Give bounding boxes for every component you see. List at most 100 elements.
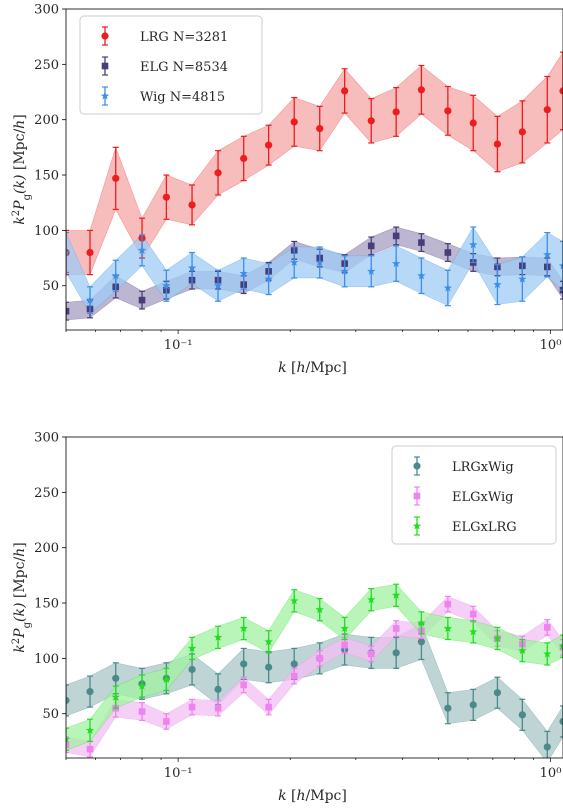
data-point (290, 660, 298, 668)
data-point (86, 248, 94, 257)
y-tick-label: 50 (42, 707, 59, 722)
data-point (469, 701, 477, 709)
data-point (290, 596, 299, 605)
x-tick-label: 10⁻¹ (164, 766, 193, 781)
y-axis-label: k2Pg(k) [Mpc/h] (11, 114, 33, 224)
legend-marker (413, 462, 421, 470)
data-point (66, 696, 70, 705)
data-point (392, 649, 400, 657)
x-ticks: 10⁻¹ 10⁰ (65, 758, 561, 781)
data-point (188, 201, 196, 209)
data-point (112, 174, 120, 182)
data-point (214, 704, 222, 712)
data-point (391, 590, 401, 599)
data-point (213, 281, 223, 290)
y-tick-label: 200 (34, 541, 59, 556)
data-point (518, 128, 526, 136)
data-point (316, 124, 324, 133)
data-point (367, 650, 375, 658)
y-tick-label: 150 (34, 597, 59, 612)
x-ticks: 10⁻¹ 10⁰ (65, 330, 561, 353)
data-point (341, 641, 348, 649)
data-point (367, 266, 376, 275)
data-point (315, 605, 324, 614)
data-point (444, 704, 452, 712)
series-wig (66, 226, 563, 314)
data-point (66, 307, 70, 315)
data-point (66, 741, 70, 749)
y-tick-label: 100 (34, 224, 59, 239)
data-point (86, 687, 94, 696)
data-point (367, 117, 375, 125)
data-point (543, 624, 551, 631)
data-point (469, 240, 478, 249)
data-point (239, 624, 248, 633)
data-point (392, 108, 400, 116)
x-axis-label: k [h/Mpc] (278, 360, 347, 376)
data-point (162, 281, 171, 290)
data-point (290, 118, 298, 126)
data-point (111, 271, 120, 280)
data-point (392, 232, 400, 240)
data-point (443, 283, 453, 292)
data-point (162, 675, 171, 683)
y-tick-label: 200 (34, 113, 59, 128)
data-point (315, 258, 324, 267)
data-point (316, 655, 324, 662)
data-point (518, 274, 527, 283)
data-point (444, 107, 452, 115)
data-point (137, 681, 147, 690)
data-point (111, 692, 120, 701)
legend-label: Wig N=4815 (140, 90, 225, 105)
data-point (493, 689, 502, 697)
legend-marker (412, 521, 422, 530)
data-point (493, 280, 502, 289)
legend-label: ELG N=8534 (140, 60, 228, 75)
axes-frame (65, 436, 563, 759)
data-point (264, 274, 273, 283)
data-point (265, 663, 273, 671)
data-point (340, 266, 349, 275)
data-point (543, 743, 551, 751)
y-tick-label: 300 (34, 3, 59, 18)
data-point (214, 685, 222, 693)
data-point (443, 624, 453, 633)
data-point (518, 646, 527, 655)
data-point (187, 263, 197, 272)
data-point (418, 239, 425, 246)
legend-box (391, 445, 557, 545)
data-point (341, 87, 349, 95)
data-point (240, 681, 247, 689)
data-point (239, 269, 248, 278)
data-point (85, 295, 95, 304)
data-point (367, 242, 375, 250)
data-point (112, 674, 120, 682)
data-point (265, 141, 273, 149)
legend: LRGxWig ELGxWig ELGxLRG (391, 445, 557, 545)
data-point (518, 711, 526, 719)
data-point (265, 703, 272, 711)
y-tick-label: 50 (42, 279, 59, 294)
data-point (138, 296, 146, 304)
data-point (559, 717, 563, 726)
data-point (417, 271, 426, 280)
data-point (137, 245, 147, 254)
data-point (469, 610, 477, 618)
data-point (290, 258, 299, 267)
y-ticks: 50 100 150 200 250 300 (34, 3, 66, 294)
data-point (138, 708, 146, 715)
data-point (66, 248, 71, 257)
data-point (162, 193, 170, 201)
data-point (392, 625, 400, 632)
data-point (558, 261, 563, 270)
data-point (188, 665, 196, 674)
legend-label: LRGxWig (452, 460, 514, 475)
data-point (391, 259, 401, 268)
y-tick-label: 150 (34, 169, 59, 184)
data-point (66, 734, 71, 743)
legend-marker (413, 492, 421, 500)
data-point (493, 140, 502, 148)
data-point (543, 106, 551, 114)
data-point (417, 638, 425, 646)
